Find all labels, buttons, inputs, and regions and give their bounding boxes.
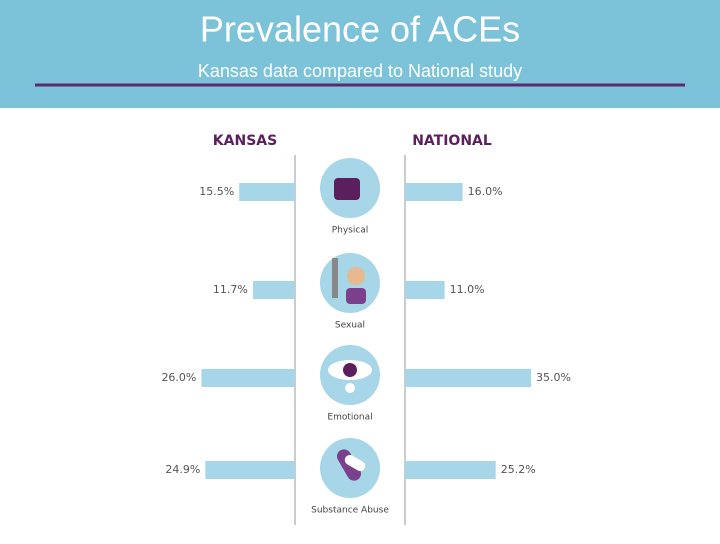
- icon-fist: [334, 178, 360, 200]
- bar: [239, 183, 295, 201]
- legend-label: KANSAS: [213, 133, 277, 149]
- value-label: 35.0%: [536, 371, 571, 384]
- category-label: Physical: [332, 226, 369, 236]
- category-label: Emotional: [327, 413, 372, 423]
- bar: [405, 281, 445, 299]
- icon-head: [347, 267, 365, 285]
- bar: [252, 281, 295, 299]
- slide-subtitle: Kansas data compared to National study: [198, 61, 522, 81]
- bar: [201, 369, 295, 387]
- icon-bar: [332, 258, 338, 298]
- category-label: Sexual: [335, 321, 365, 331]
- bar: [405, 183, 463, 201]
- value-label: 11.7%: [213, 283, 248, 296]
- slide-title: Prevalence of ACEs: [200, 9, 520, 50]
- bar: [205, 461, 295, 479]
- value-label: 24.9%: [165, 463, 200, 476]
- value-label: 11.0%: [450, 283, 485, 296]
- bar: [405, 461, 496, 479]
- value-label: 26.0%: [161, 371, 196, 384]
- category-label: Substance Abuse: [311, 506, 389, 516]
- legend-label: NATIONAL: [412, 133, 492, 149]
- icon-pill: [344, 455, 366, 471]
- icon-pupil: [343, 363, 357, 377]
- icons: [320, 158, 380, 498]
- bar: [405, 369, 531, 387]
- icon-tear: [345, 383, 355, 393]
- icon-body: [346, 288, 366, 304]
- value-label: 16.0%: [468, 185, 503, 198]
- value-label: 25.2%: [501, 463, 536, 476]
- value-label: 15.5%: [199, 185, 234, 198]
- header-band: [0, 0, 720, 108]
